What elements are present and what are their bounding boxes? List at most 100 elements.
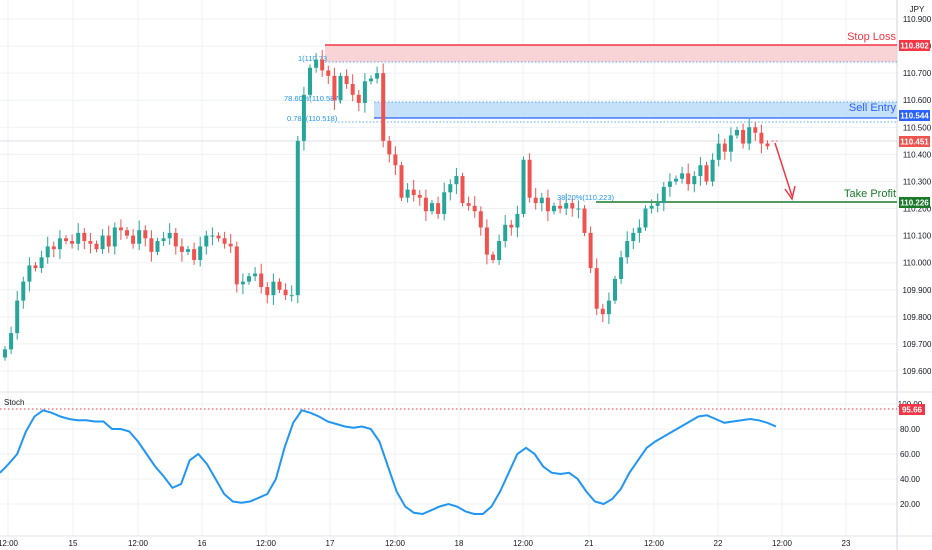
candle-body[interactable] [667,181,672,187]
candle-body[interactable] [253,273,258,277]
candle-body[interactable] [393,154,398,166]
candle-body[interactable] [411,189,416,195]
candle-body[interactable] [155,241,160,252]
candle-body[interactable] [222,238,227,244]
candle-body[interactable] [533,197,538,204]
sell-entry-zone[interactable] [374,102,897,118]
candle-body[interactable] [552,205,556,212]
candle-body[interactable] [423,197,428,212]
candle-body[interactable] [9,333,14,350]
candle-body[interactable] [613,278,617,301]
candle-body[interactable] [545,197,550,212]
candle-body[interactable] [137,230,142,244]
candle-body[interactable] [448,184,453,193]
candle-body[interactable] [466,203,471,206]
candle-body[interactable] [106,235,111,247]
candle-body[interactable] [606,300,611,315]
candle-body[interactable] [45,246,50,258]
candle-body[interactable] [265,287,270,296]
candle-body[interactable] [76,232,81,244]
candle-body[interactable] [57,238,62,250]
candle-body[interactable] [497,241,502,260]
candle-body[interactable] [112,227,117,247]
candle-body[interactable] [100,235,105,250]
candle-body[interactable] [472,205,477,212]
candle-body[interactable] [204,235,209,247]
candle-body[interactable] [277,281,282,290]
candle-body[interactable] [442,192,447,214]
candle-body[interactable] [387,140,392,155]
candle-body[interactable] [167,232,172,239]
candle-body[interactable] [308,67,312,95]
candle-body[interactable] [631,232,636,242]
candle-body[interactable] [759,132,764,144]
candle-body[interactable] [521,159,526,214]
candle-body[interactable] [381,73,386,141]
candle-body[interactable] [192,249,197,260]
candle-body[interactable] [118,227,123,231]
candle-body[interactable] [484,227,489,255]
candle-body[interactable] [3,349,7,358]
candle-body[interactable] [509,224,514,228]
candle-body[interactable] [234,246,239,285]
stop-loss-zone[interactable] [325,45,897,62]
candle-body[interactable] [161,238,166,242]
candle-body[interactable] [655,203,660,206]
candle-body[interactable] [338,75,343,101]
candle-body[interactable] [350,83,355,95]
candle-body[interactable] [216,235,221,239]
candle-body[interactable] [149,238,154,252]
candle-body[interactable] [173,232,178,247]
candle-body[interactable] [716,143,721,160]
candle-body[interactable] [741,130,746,144]
time-axis[interactable]: 12:00 15 12:00 16 12:00 17 12:00 18 12:00 21 12:00… [0,539,851,548]
candle-body[interactable] [289,295,294,297]
candle-body[interactable] [625,241,630,258]
candle-body[interactable] [478,211,483,228]
candle-body[interactable] [765,143,770,147]
candle-body[interactable] [600,308,605,315]
candle-body[interactable] [320,59,325,71]
candle-body[interactable] [179,246,184,252]
candle-body[interactable] [131,235,136,244]
candle-body[interactable] [753,127,758,133]
candle-body[interactable] [680,173,685,179]
candle-body[interactable] [27,265,32,282]
candle-body[interactable] [674,178,678,182]
candle-body[interactable] [186,249,190,252]
candle-body[interactable] [637,227,642,233]
candle-body[interactable] [594,268,599,309]
candle-body[interactable] [692,176,697,185]
candle-body[interactable] [399,165,404,198]
candle-body[interactable] [515,213,520,228]
candle-body[interactable] [661,186,666,204]
candle-body[interactable] [88,241,93,244]
candle-body[interactable] [94,243,99,250]
candle-body[interactable] [527,159,532,198]
candle-body[interactable] [728,135,733,152]
candle-body[interactable] [491,254,495,260]
candle-body[interactable] [710,159,715,182]
candle-body[interactable] [70,241,75,244]
candle-body[interactable] [436,203,441,214]
candle-body[interactable] [271,281,276,296]
candle-body[interactable] [314,59,319,68]
candle-body[interactable] [125,230,129,236]
candle-body[interactable] [558,205,563,209]
candle-body[interactable] [51,246,56,250]
candle-body[interactable] [82,232,87,242]
candle-body[interactable] [15,300,20,334]
candle-body[interactable] [649,205,654,209]
candle-body[interactable] [240,281,245,285]
stoch-line[interactable] [0,409,777,516]
candle-body[interactable] [356,94,361,103]
candle-body[interactable] [362,81,367,103]
candle-body[interactable] [698,165,703,177]
candle-body[interactable] [454,176,459,185]
candle-body[interactable] [588,232,593,269]
candle-body[interactable] [301,94,306,141]
price-axis-panel[interactable] [897,0,932,550]
candle-body[interactable] [247,276,251,282]
candle-body[interactable] [722,143,727,152]
candle-body[interactable] [210,235,215,237]
